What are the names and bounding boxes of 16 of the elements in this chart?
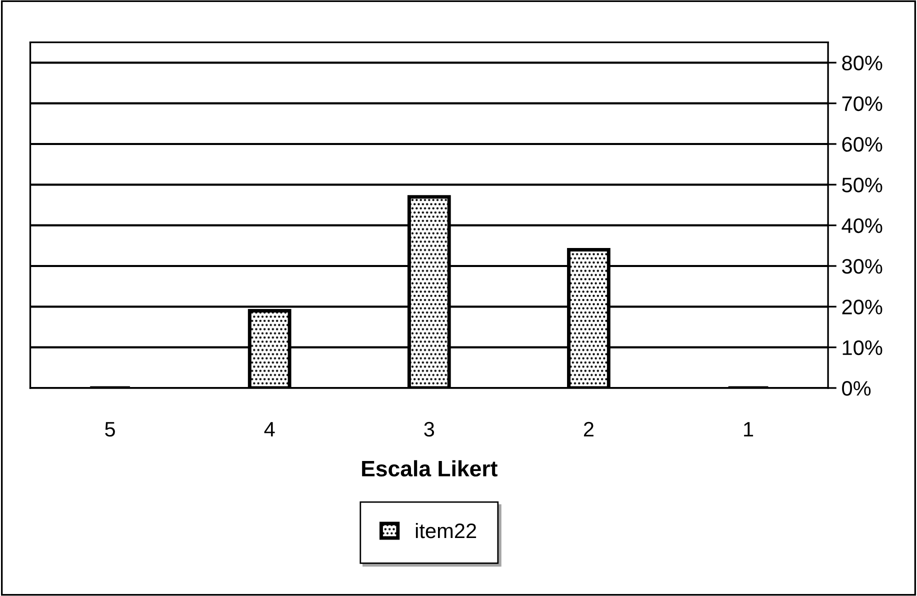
y-tick-label: 60% (842, 136, 882, 152)
y-tick-label: 10% (842, 340, 882, 356)
legend-label: item22 (416, 522, 476, 538)
x-tick-label: 1 (744, 422, 754, 436)
y-tick-label: 20% (842, 300, 882, 314)
x-tick-label: 5 (105, 422, 115, 437)
x-axis-title: Escala Likert (362, 460, 498, 477)
y-tick-label: 70% (842, 96, 882, 112)
y-tick-label: 40% (842, 218, 882, 234)
y-tick-label: 50% (842, 178, 882, 192)
x-tick-label: 4 (264, 422, 275, 436)
y-tick-label: 80% (842, 56, 882, 70)
y-tick-label: 0% (842, 380, 871, 396)
x-tick-label: 2 (584, 422, 594, 436)
y-tick-label: 30% (842, 258, 882, 274)
x-tick-label: 3 (424, 422, 434, 437)
